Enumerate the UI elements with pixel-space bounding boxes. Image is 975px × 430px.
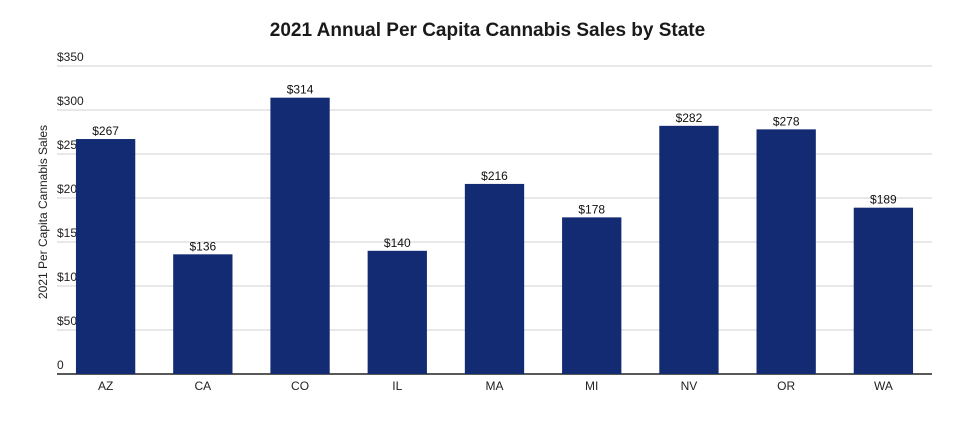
bar-wa	[853, 207, 914, 374]
bar-nv	[659, 125, 719, 374]
x-tick-label-ca: CA	[194, 379, 211, 393]
x-tick-label-nv: NV	[681, 379, 698, 393]
bar-ma	[464, 183, 525, 374]
x-tick-label-co: CO	[291, 379, 309, 393]
data-label-wa: $189	[870, 193, 897, 207]
y-tick-label: $300	[57, 94, 84, 108]
x-tick-label-wa: WA	[874, 379, 893, 393]
x-tick-label-az: AZ	[98, 379, 113, 393]
y-tick-label: $350	[57, 50, 84, 64]
data-label-ma: $216	[481, 169, 508, 183]
data-label-mi: $178	[578, 202, 605, 216]
bar-az	[75, 139, 136, 374]
y-axis-title: 2021 Per Capita Cannabis Sales	[36, 125, 50, 299]
data-label-or: $278	[773, 114, 800, 128]
data-label-ca: $136	[189, 239, 216, 253]
data-label-nv: $282	[676, 111, 703, 125]
bar-co	[270, 97, 330, 375]
data-label-co: $314	[287, 83, 314, 97]
chart-title: 2021 Annual Per Capita Cannabis Sales by…	[269, 20, 706, 41]
x-tick-label-or: OR	[777, 379, 795, 393]
x-tick-label-ma: MA	[486, 379, 504, 393]
data-label-il: $140	[384, 236, 411, 250]
y-tick-label: 0	[57, 358, 64, 372]
bars	[75, 97, 914, 375]
bar-mi	[562, 217, 622, 374]
y-tick-label: $50	[57, 314, 77, 328]
x-axis-ticks: AZ CA CO IL MA MI NV OR WA	[98, 379, 893, 393]
data-label-az: $267	[92, 124, 119, 138]
bar-or	[756, 129, 816, 374]
x-tick-label-il: IL	[392, 379, 402, 393]
data-labels: $267 $136 $314 $140 $216 $178 $282 $278 $189	[92, 83, 897, 254]
bar-il	[367, 250, 427, 374]
bar-ca	[173, 254, 233, 374]
x-tick-label-mi: MI	[585, 379, 598, 393]
